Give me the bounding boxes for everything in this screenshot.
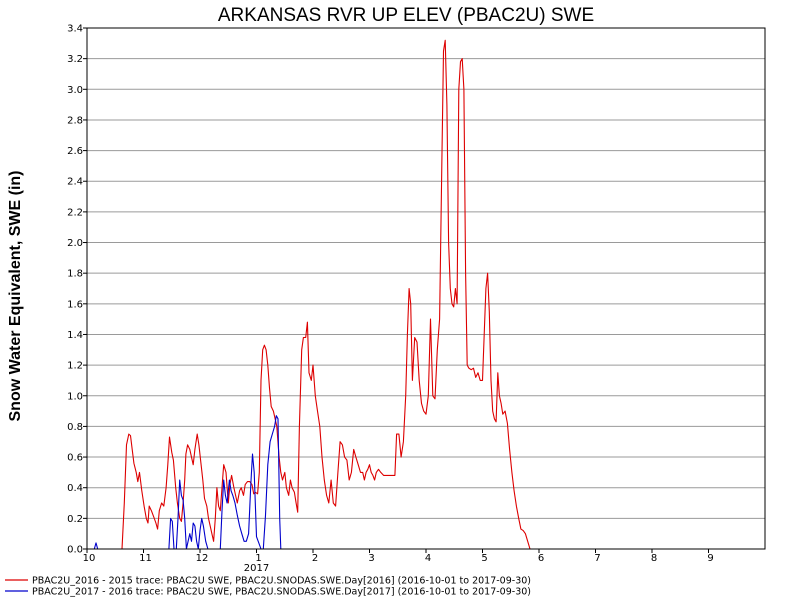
x-tick-label: 10 <box>83 553 96 564</box>
legend: PBAC2U_2016 - 2015 trace: PBAC2U SWE, PB… <box>5 576 531 598</box>
legend-entry-2: PBAC2U_2017 - 2016 trace: PBAC2U SWE, PB… <box>32 587 531 598</box>
y-axis-label: Snow Water Equivalent, SWE (in) <box>7 171 24 422</box>
x-tick-label: 9 <box>707 553 713 564</box>
y-tick-label: 1.8 <box>67 269 83 280</box>
x-tick-label: 2 <box>312 553 318 564</box>
plot-border <box>86 27 766 550</box>
grid-lines <box>87 27 765 550</box>
y-tick-label: 0.6 <box>67 453 83 464</box>
series-line-1 <box>87 39 760 550</box>
x-tick-label: 3 <box>368 553 374 564</box>
y-tick-label: 0.4 <box>67 483 83 494</box>
y-tick-label: 1.0 <box>67 391 83 402</box>
plot-frame <box>86 27 766 550</box>
x-tick-label: 4 <box>425 553 431 564</box>
y-tick-label: 1.2 <box>67 361 83 372</box>
y-tick-label: 3.4 <box>67 24 83 35</box>
series-lines <box>87 39 760 550</box>
x-tick-label: 8 <box>651 553 657 564</box>
x-tick-label: 5 <box>481 553 487 564</box>
y-tick-label: 0.2 <box>67 514 83 525</box>
y-tick-label: 2.8 <box>67 115 83 126</box>
x-tick-label: 11 <box>139 553 152 564</box>
y-tick-label: 2.6 <box>67 146 83 157</box>
x-tick-label: 7 <box>594 553 600 564</box>
y-tick-label: 2.2 <box>67 207 83 218</box>
y-tick-label: 3.2 <box>67 54 83 65</box>
y-tick-label: 1.6 <box>67 299 83 310</box>
y-tick-label: 2.0 <box>67 238 83 249</box>
series-line-2 <box>87 415 760 550</box>
x-tick-label: 12 <box>196 553 209 564</box>
legend-entry-1: PBAC2U_2016 - 2015 trace: PBAC2U SWE, PB… <box>32 576 531 587</box>
chart-title: ARKANSAS RVR UP ELEV (PBAC2U) SWE <box>218 5 594 26</box>
y-axis-ticks: 0.0 0.2 0.4 0.6 0.8 1.0 1.2 1.4 1.6 1.8 2.0 2.2 2.4 2… <box>67 24 87 556</box>
y-tick-label: 0.8 <box>67 422 83 433</box>
y-tick-label: 3.0 <box>67 85 83 96</box>
x-tick-label: 6 <box>538 553 544 564</box>
year-label: 2017 <box>244 563 269 574</box>
y-tick-label: 2.4 <box>67 177 83 188</box>
x-axis-ticks: 10 11 12 1 2 3 4 5 6 7 8 9 <box>83 549 714 564</box>
y-tick-label: 1.4 <box>67 330 83 341</box>
x-tick-label: 1 <box>255 553 261 564</box>
y-tick-label: 0.0 <box>67 545 83 556</box>
